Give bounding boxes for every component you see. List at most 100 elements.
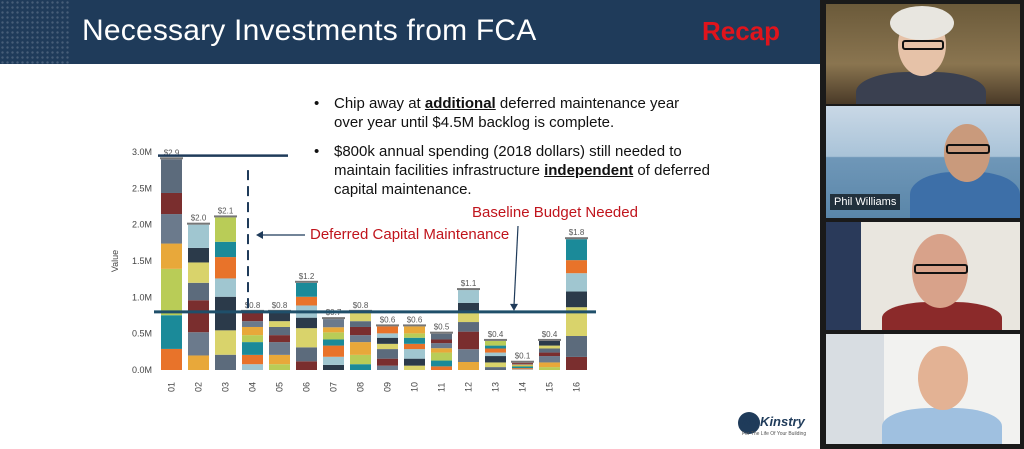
bullet-text: $800k annual spending (2018 dollars) sti… (334, 143, 682, 179)
bar-segment (458, 331, 479, 350)
data-label: $0.1 (515, 352, 531, 361)
bar-segment (458, 362, 479, 370)
bar-segment (269, 342, 290, 355)
bar-segment (296, 361, 317, 370)
slide-header: Necessary Investments from FCA Recap (0, 0, 820, 64)
bar-cap (538, 338, 561, 341)
bar-segment (566, 356, 587, 370)
bullet-item: Chip away at additional deferred mainten… (312, 94, 712, 132)
x-tick-label: 15 (545, 382, 555, 392)
x-tick-label: 05 (275, 382, 285, 392)
bar-cap (322, 317, 345, 320)
data-label: $2.1 (218, 206, 234, 215)
bar-cap (214, 215, 237, 218)
x-tick-label: 13 (491, 382, 501, 392)
bar-segment (242, 321, 263, 327)
participant-face (918, 346, 968, 410)
bar-segment (566, 273, 587, 292)
bar-segment (350, 364, 371, 370)
bar-segment (350, 321, 371, 327)
data-label: $1.8 (569, 228, 585, 237)
bar-cap (295, 280, 318, 283)
bar-segment (377, 349, 398, 359)
bullet-emphasis: additional (424, 95, 496, 112)
bar-segment (188, 224, 209, 248)
logo-mark (738, 412, 760, 434)
bar-segment (485, 340, 506, 346)
bar-segment (323, 345, 344, 357)
bar-segment (269, 335, 290, 343)
bar-segment (323, 339, 344, 346)
bar-segment (242, 326, 263, 336)
bar-segment (377, 337, 398, 344)
participant-tile-active[interactable]: Phil Williams (826, 106, 1020, 218)
bar-segment (269, 354, 290, 365)
bar-segment (161, 159, 182, 193)
bar-cap (484, 338, 507, 341)
bar-segment (566, 260, 587, 274)
bar-segment (296, 347, 317, 362)
bar-segment (539, 340, 560, 346)
bar-segment (161, 268, 182, 316)
participant-video-panel: Phil Williams (820, 0, 1024, 449)
bar-segment (458, 310, 479, 323)
bar-cap (403, 324, 426, 327)
baseline-budget-callout: Baseline Budget Needed (472, 204, 638, 221)
bar-segment (485, 352, 506, 357)
bar-segment (458, 302, 479, 311)
bar-segment (539, 345, 560, 349)
bullet-emphasis: independent (544, 162, 634, 179)
bar-segment (431, 333, 452, 340)
bar-segment (242, 311, 263, 322)
bar-segment (242, 354, 263, 365)
bar-segment (323, 332, 344, 340)
participant-tile[interactable] (826, 334, 1020, 444)
data-label: $2.9 (164, 148, 180, 157)
bar-segment (188, 247, 209, 263)
bar-segment (215, 330, 236, 355)
bar-segment (242, 335, 263, 343)
y-tick-label: 1.5M (132, 256, 152, 266)
bar-segment (404, 349, 425, 359)
bar-segment (512, 369, 533, 370)
bar-segment (458, 322, 479, 332)
bar-segment (404, 337, 425, 344)
x-tick-label: 01 (167, 382, 177, 392)
bar-segment (215, 278, 236, 297)
bar-segment (269, 364, 290, 370)
data-label: $0.8 (245, 301, 261, 310)
bar-segment (404, 365, 425, 370)
bar-segment (323, 327, 344, 333)
x-tick-label: 06 (302, 382, 312, 392)
data-label: $0.4 (488, 330, 504, 339)
bar-segment (512, 365, 533, 367)
bar-segment (566, 307, 587, 336)
x-tick-label: 14 (518, 382, 528, 392)
glasses-icon (914, 264, 968, 274)
x-tick-label: 09 (383, 382, 393, 392)
logo-name: McKinstry (742, 414, 805, 429)
bar-segment (539, 367, 560, 370)
bar-segment (566, 335, 587, 357)
data-label: $1.2 (299, 272, 315, 281)
bar-cap (430, 331, 453, 334)
bar-segment (242, 364, 263, 370)
bar-segment (404, 333, 425, 338)
bar-segment (215, 217, 236, 242)
baseline-arrow-line (513, 225, 519, 306)
bar-segment (512, 362, 533, 364)
bar-segment (539, 356, 560, 363)
participant-tile[interactable] (826, 222, 1020, 330)
x-tick-label: 03 (221, 382, 231, 392)
bar-segment (404, 358, 425, 366)
bullet-text: of deferred capital maintenance. (334, 162, 710, 198)
bar-segment (161, 315, 182, 349)
participant-tile[interactable] (826, 4, 1020, 104)
bar-chart: 0.0M 0.5M 1.0M 1.5M 2.0M 2.5M 3.0M Value $2.9 01 $… (110, 147, 596, 392)
bar-segment (485, 345, 506, 349)
bar-segment (215, 257, 236, 279)
bar-segment (539, 348, 560, 353)
bar-segment (188, 282, 209, 301)
data-label: $2.0 (191, 214, 207, 223)
bar-segment (539, 362, 560, 368)
